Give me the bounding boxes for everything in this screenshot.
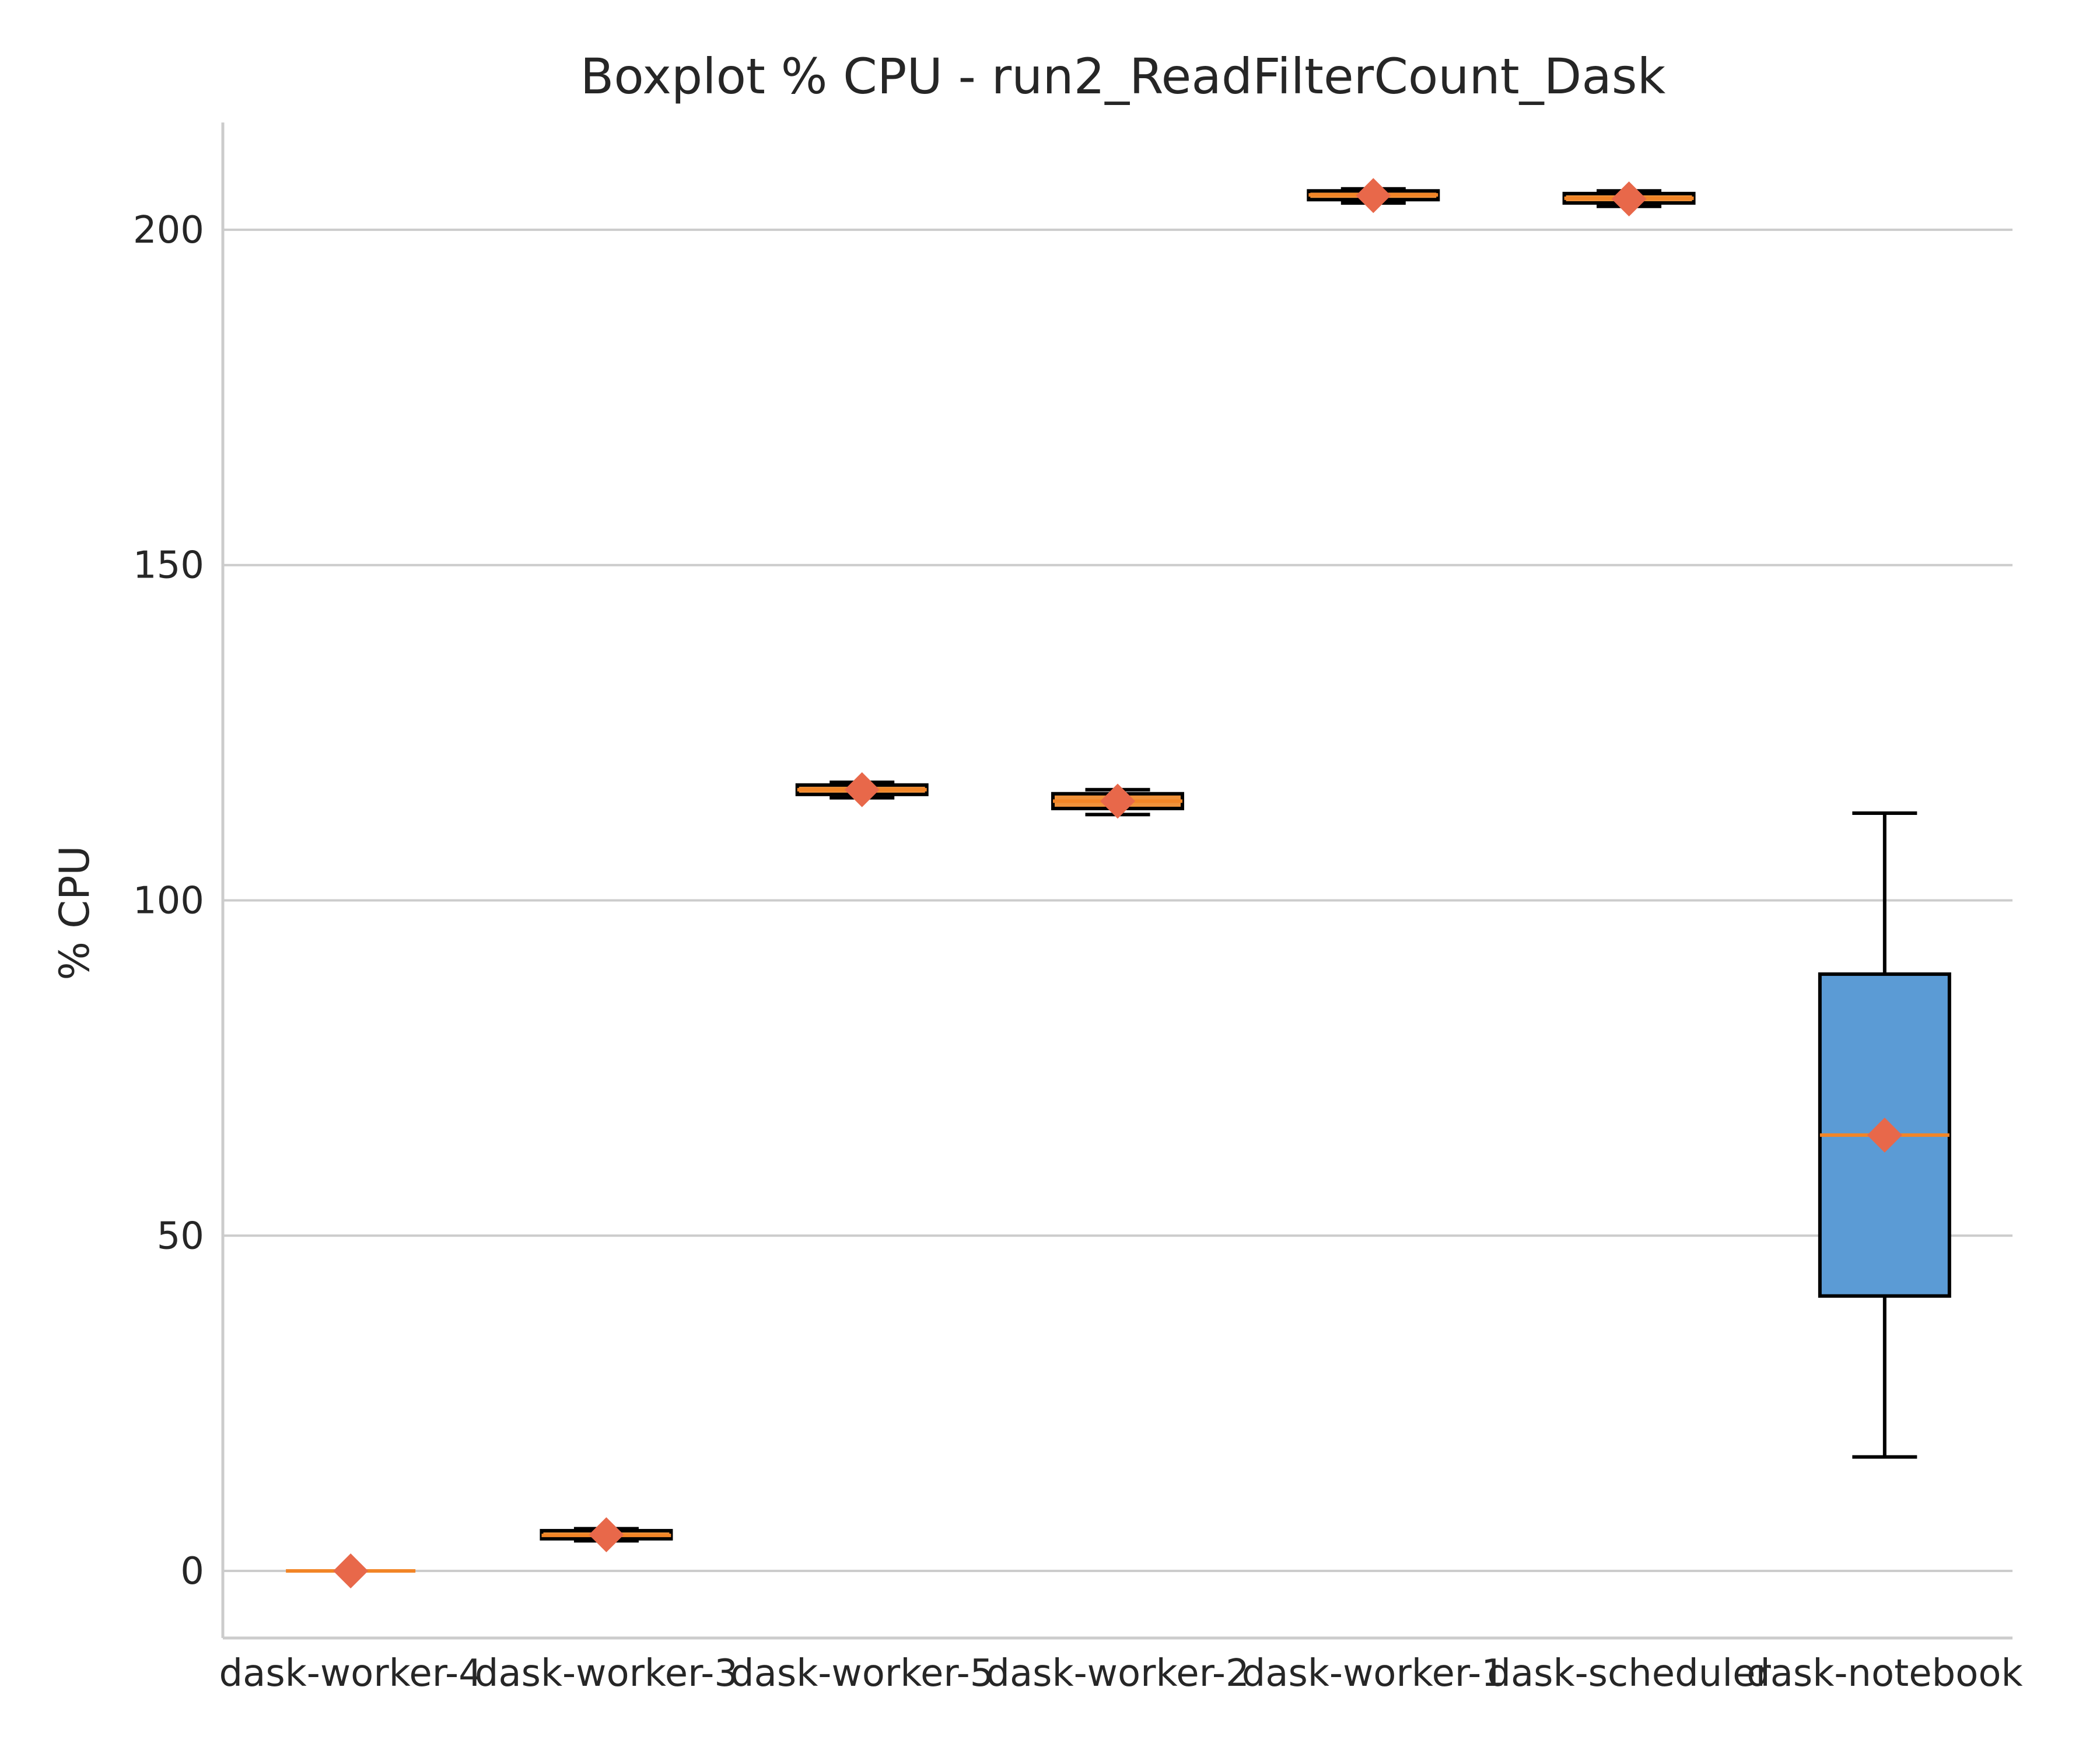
x-tick-label: dask-worker-1 [1242, 1652, 1505, 1695]
x-tick-label: dask-worker-4 [219, 1652, 482, 1695]
y-tick-label: 0 [180, 1550, 204, 1593]
x-tick-label: dask-worker-2 [986, 1652, 1249, 1695]
x-tick-label: dask-scheduler [1487, 1652, 1771, 1695]
mean-marker [589, 1517, 624, 1552]
mean-marker [844, 772, 880, 807]
grid-lines [223, 228, 2013, 1573]
box-dask-worker-4 [286, 1553, 416, 1589]
mean-marker [1611, 181, 1647, 217]
box-dask-notebook [1818, 811, 1951, 1459]
boxes [286, 178, 1951, 1589]
y-tick-label: 50 [157, 1214, 204, 1258]
chart-title: Boxplot % CPU - run2_ReadFilterCount_Das… [580, 48, 1666, 105]
x-tick-label: dask-notebook [1746, 1652, 2023, 1695]
axes-spines [221, 123, 2013, 1640]
box-dask-worker-2 [1051, 783, 1184, 819]
mean-marker [1867, 1117, 1902, 1153]
mean-marker [333, 1553, 369, 1589]
box-dask-scheduler [1562, 181, 1696, 217]
x-tick-label: dask-worker-3 [475, 1652, 738, 1695]
mean-marker [1356, 178, 1391, 214]
x-tick-labels: dask-worker-4dask-worker-3dask-worker-5d… [219, 1652, 2022, 1695]
y-axis-label: % CPU [51, 845, 99, 980]
y-tick-label: 100 [133, 879, 204, 922]
x-tick-label: dask-worker-5 [730, 1652, 993, 1695]
y-tick-labels: 0 50 100 150 200 [133, 209, 204, 1593]
box-dask-worker-1 [1307, 178, 1440, 214]
y-tick-label: 200 [133, 209, 204, 252]
y-tick-label: 150 [133, 544, 204, 587]
box-dask-worker-5 [795, 772, 929, 807]
mean-marker [1100, 783, 1135, 819]
box-dask-worker-3 [540, 1517, 673, 1552]
